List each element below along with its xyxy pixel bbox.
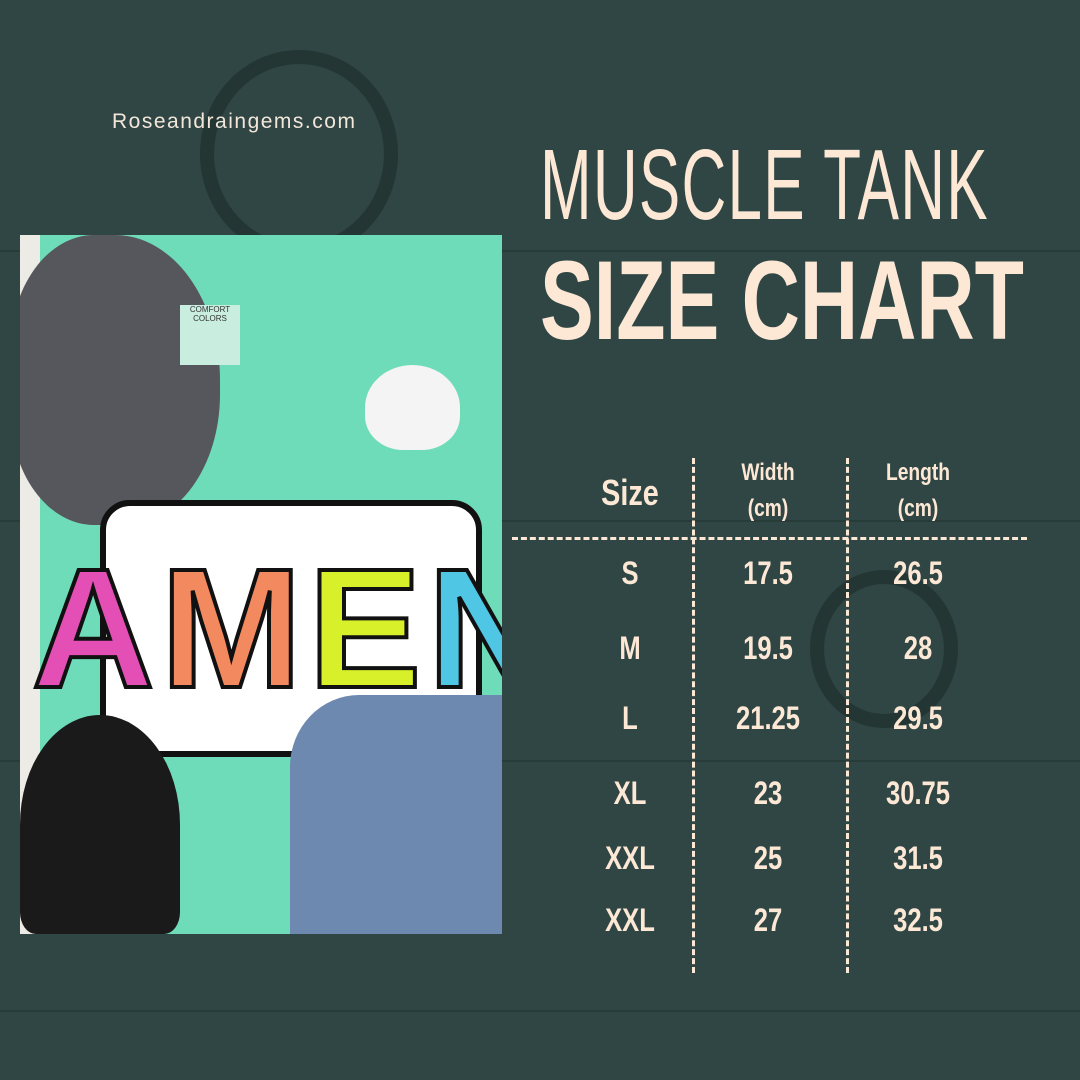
heart-decoration: [365, 365, 460, 450]
letter-e: E: [306, 532, 423, 726]
cell-length: 26.5: [893, 555, 943, 591]
column-divider: [692, 458, 695, 973]
hanger-decoration: [200, 50, 398, 258]
amen-print: A M E N: [30, 500, 502, 757]
cell-size: XXL: [605, 840, 655, 876]
header-width: Width (cm): [741, 459, 795, 522]
column-divider: [846, 458, 849, 973]
plank-line: [0, 760, 1080, 762]
header-size: Size: [601, 472, 659, 513]
cell-width: 23: [753, 775, 783, 811]
cell-length: 31.5: [893, 840, 943, 876]
cell-size: XL: [613, 775, 647, 811]
cell-size: L: [622, 700, 638, 736]
cell-size: S: [621, 555, 639, 591]
cell-size: XXL: [605, 902, 655, 938]
cell-width: 21.25: [735, 700, 801, 736]
jeans: [290, 695, 502, 934]
cell-width: 27: [753, 902, 783, 938]
letter-m: M: [159, 532, 305, 726]
flip-flop: [20, 715, 180, 934]
plank-line: [0, 250, 1080, 252]
letter-a: A: [30, 532, 157, 726]
cap: [20, 235, 220, 525]
cell-length: 30.75: [885, 775, 951, 811]
header-divider: [512, 537, 1027, 540]
plank-line: [0, 1010, 1080, 1012]
website-text: Roseandraingems.com: [112, 110, 357, 133]
label-text: COMFORT COLORS: [189, 305, 231, 323]
cell-length: 29.5: [893, 700, 943, 736]
garment-label: COMFORT COLORS: [180, 305, 240, 365]
product-photo: COMFORT COLORS A M E N: [20, 235, 502, 934]
cell-width: 17.5: [743, 555, 793, 591]
title-line-2: SIZE CHART: [540, 238, 1024, 363]
cell-size: M: [619, 630, 641, 666]
plank-line: [0, 520, 1080, 522]
cell-length: 32.5: [893, 902, 943, 938]
title-line-1: MUSCLE TANK: [540, 129, 989, 241]
cell-width: 19.5: [743, 630, 793, 666]
cell-length: 28: [903, 630, 933, 666]
header-length: Length (cm): [886, 459, 950, 522]
letter-n: N: [426, 532, 502, 726]
cell-width: 25: [753, 840, 783, 876]
